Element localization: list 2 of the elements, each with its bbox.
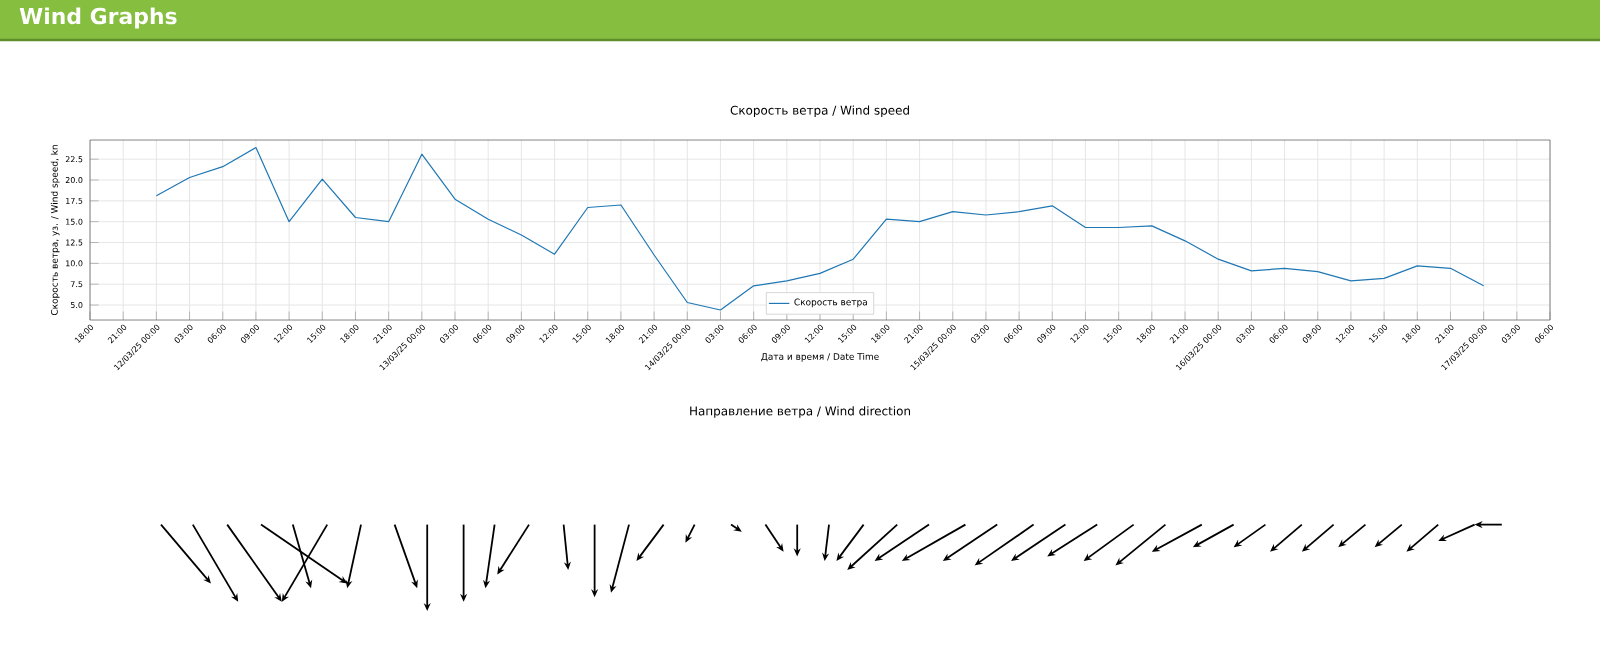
line-series	[155, 146, 1485, 311]
chart-title: Wind Graphs	[19, 7, 177, 29]
